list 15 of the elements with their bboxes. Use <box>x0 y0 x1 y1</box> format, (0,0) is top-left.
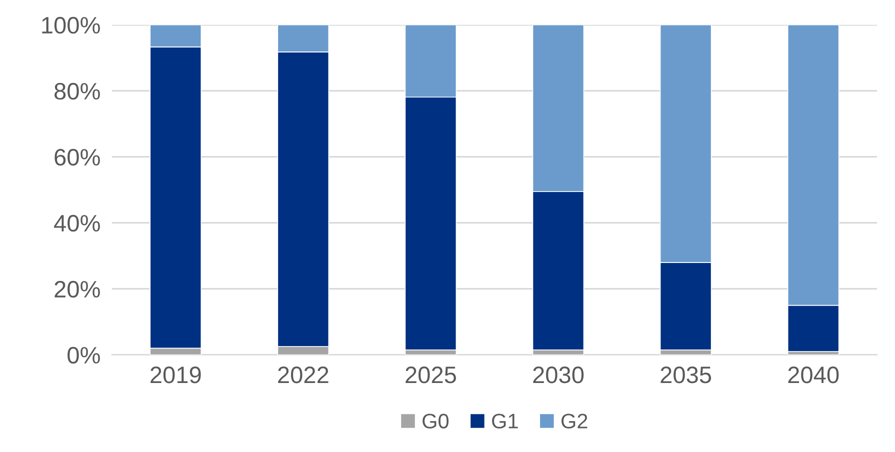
x-tick-label: 2022 <box>278 366 328 384</box>
x-tick-label: 2035 <box>660 366 712 384</box>
legend-label: G2 <box>562 414 588 428</box>
y-tick-label: 60% <box>54 148 100 166</box>
y-tick-label: 80% <box>54 82 100 100</box>
x-tick-label: 2019 <box>150 366 201 384</box>
y-tick-label: 100% <box>42 16 100 34</box>
y-tick-label: 20% <box>54 280 100 298</box>
legend-label: G1 <box>492 414 518 428</box>
x-tick-label: 2040 <box>788 366 839 384</box>
legend-label: G0 <box>422 414 449 428</box>
x-tick-label: 2025 <box>406 366 456 384</box>
y-tick-label: 0% <box>68 346 100 364</box>
y-tick-label: 40% <box>54 214 100 232</box>
x-tick-label: 2030 <box>533 366 584 384</box>
